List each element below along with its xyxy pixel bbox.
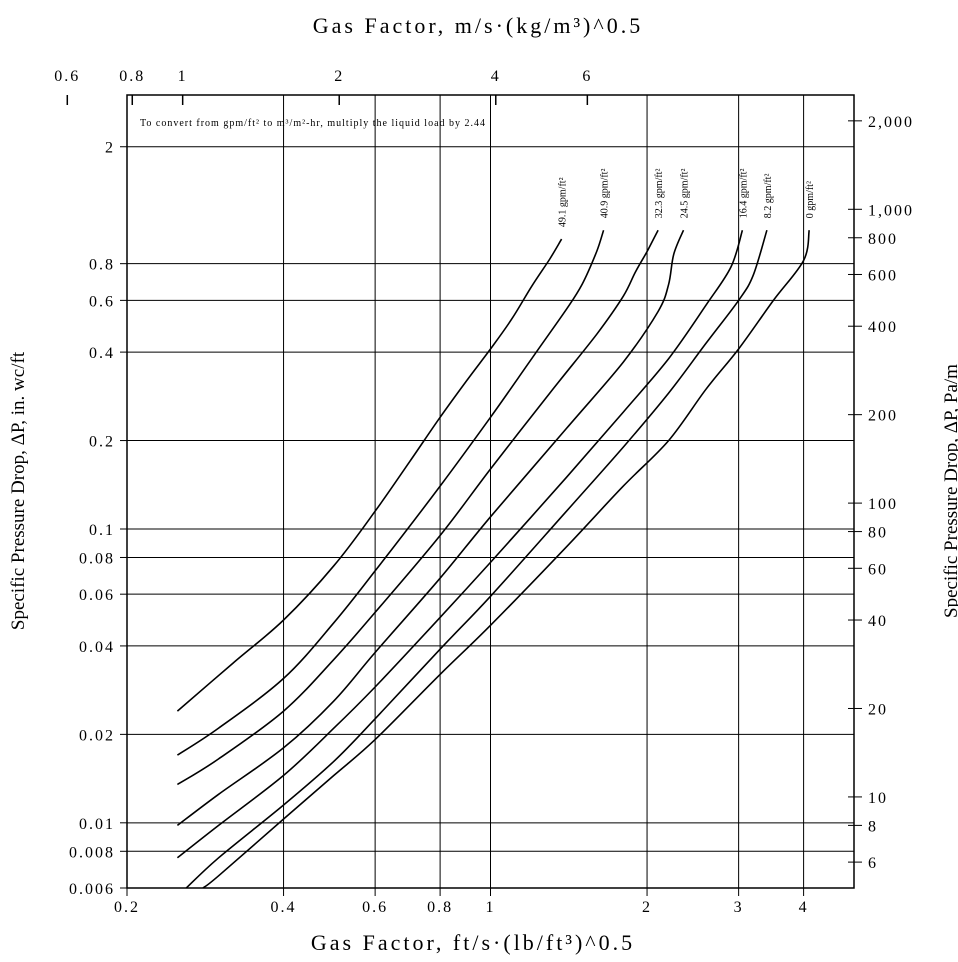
x-tick-label: 3 — [734, 899, 744, 916]
x2-tick-label: 1 — [178, 68, 188, 85]
top-axis-title: Gas Factor, m/s·(kg/m³)^0.5 — [313, 13, 643, 38]
x-tick-label: 2 — [642, 899, 652, 916]
x-tick-label: 1 — [486, 899, 496, 916]
y-tick-label: 0.04 — [79, 639, 115, 656]
x2-tick-label: 0.6 — [54, 68, 80, 85]
y2-tick-label: 80 — [868, 525, 888, 542]
y2-tick-label: 8 — [868, 818, 878, 835]
chart-curves — [176, 229, 810, 889]
y-tick-label: 0.6 — [89, 293, 115, 310]
x2-tick-label: 0.8 — [119, 68, 145, 85]
x-tick-label: 0.8 — [427, 899, 453, 916]
y-tick-label: 0.06 — [79, 587, 115, 604]
x-tick-label: 0.6 — [362, 899, 388, 916]
y2-tick-label: 1,000 — [868, 202, 914, 219]
series-label: 24.5 gpm/ft² — [680, 169, 691, 219]
y-tick-label: 0.01 — [79, 816, 115, 833]
series-label: 16.4 gpm/ft² — [738, 169, 749, 219]
y2-tick-label: 10 — [868, 790, 888, 807]
y-tick-label: 0.008 — [69, 844, 115, 861]
series-curve — [176, 229, 659, 786]
y2-tick-label: 60 — [868, 561, 888, 578]
y2-tick-label: 6 — [868, 855, 878, 872]
x2-tick-label: 6 — [582, 68, 592, 85]
series-label: 8.2 gpm/ft² — [763, 174, 774, 219]
bottom-axis-title: Gas Factor, ft/s·(lb/ft³)^0.5 — [311, 930, 635, 955]
series-label: 32.3 gpm/ft² — [654, 169, 665, 219]
y2-tick-label: 800 — [868, 231, 898, 248]
y2-tick-label: 20 — [868, 701, 888, 718]
y2-tick-label: 2,000 — [868, 114, 914, 131]
y2-tick-label: 100 — [868, 496, 898, 513]
y-tick-label: 2 — [105, 140, 115, 157]
series-curve — [176, 238, 563, 712]
series-curve — [176, 229, 685, 827]
y-tick-label: 0.4 — [89, 345, 115, 362]
right-axis-title: Specific Pressure Drop, ΔP, Pa/m — [941, 364, 958, 618]
grid-lines — [127, 95, 854, 888]
series-label: 0 gpm/ft² — [805, 181, 816, 218]
y-tick-label: 0.08 — [79, 550, 115, 567]
y-tick-label: 0.006 — [69, 881, 115, 898]
series-curve — [176, 229, 605, 756]
left-axis-title: Specific Pressure Drop, ΔP, in. wc/ft — [8, 351, 29, 630]
y-tick-label: 0.8 — [89, 257, 115, 274]
y-tick-label: 0.1 — [89, 522, 115, 539]
axis-ticks: 0.2 0.4 0.6 0.8 1 2 3 4 0.006 0.008 0.01 0.02 0.04 0.… — [54, 68, 914, 916]
series-curve — [176, 229, 744, 859]
x2-tick-label: 2 — [334, 68, 344, 85]
conversion-note: To convert from gpm/ft² to m³/m²-hr, mul… — [140, 118, 486, 129]
series-label: 49.1 gpm/ft² — [558, 177, 569, 227]
x-tick-label: 0.4 — [271, 899, 297, 916]
y2-tick-label: 40 — [868, 613, 888, 630]
series-curve — [185, 229, 768, 889]
y-tick-label: 0.02 — [79, 727, 115, 744]
curve-labels: 49.1 gpm/ft² 40.9 gpm/ft² 32.3 gpm/ft² 24.5… — [558, 169, 817, 228]
x-tick-label: 4 — [799, 899, 809, 916]
y2-tick-label: 200 — [868, 408, 898, 425]
x2-tick-label: 4 — [491, 68, 501, 85]
y2-tick-label: 600 — [868, 267, 898, 284]
x-tick-label: 0.2 — [114, 899, 140, 916]
y2-tick-label: 400 — [868, 319, 898, 336]
series-curve — [202, 230, 810, 889]
y-tick-label: 0.2 — [89, 434, 115, 451]
series-label: 40.9 gpm/ft² — [600, 169, 611, 219]
